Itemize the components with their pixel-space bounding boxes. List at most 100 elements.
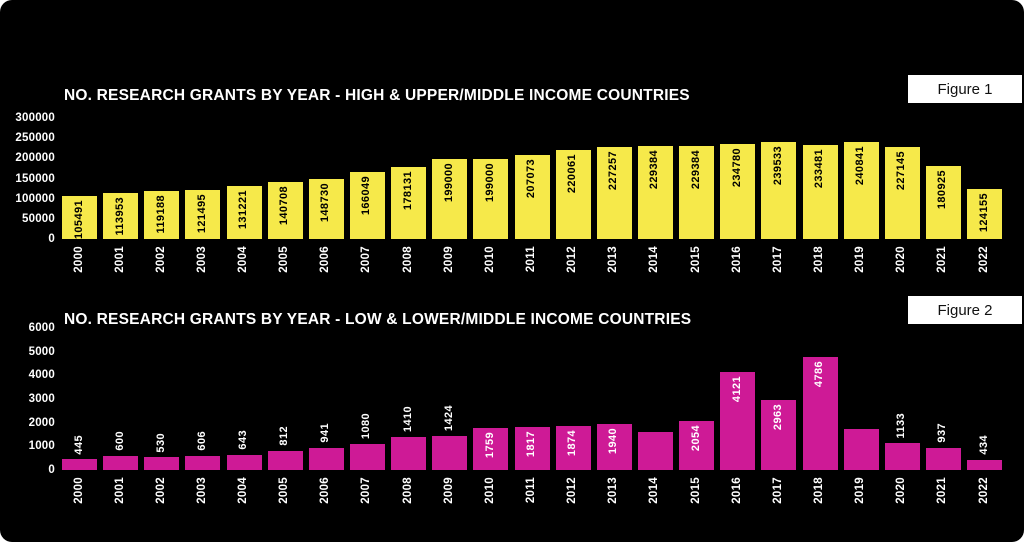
bar-label-2012: 1874 [566,429,579,456]
y-tick-250000: 250000 [15,132,55,145]
figure1-badge: Figure 1 [908,75,1022,103]
x-label-2007: 2007 [360,477,373,504]
bar-2019 [843,428,879,470]
bar-label-2018: 4786 [813,360,826,387]
x-label-2013: 2013 [607,477,620,504]
bar-2010 [473,428,509,470]
bar-label-2006: 941 [319,423,332,443]
y-tick-6000: 6000 [28,322,55,334]
y-tick-150000: 150000 [15,172,55,185]
bar-2007 [349,172,385,239]
bar-label-2001: 600 [113,431,126,451]
y-tick-300000: 300000 [15,112,55,124]
bar-2009 [432,158,468,239]
bar-2007 [349,444,385,470]
bar-2022 [967,188,1003,239]
bar-2003 [185,189,221,239]
figure2-title: NO. RESEARCH GRANTS BY YEAR - LOW & LOWE… [64,311,692,328]
bar-label-2021: 937 [936,423,949,443]
bar-2018 [802,356,838,470]
bar-2011 [514,426,550,470]
x-label-2022: 2022 [977,477,990,504]
x-label-2019: 2019 [854,477,867,504]
bar-2001 [103,455,139,470]
bar-2018 [802,144,838,239]
bar-2002 [144,190,180,239]
bar-2021 [925,447,961,470]
bar-label-2010: 1759 [483,432,496,459]
y-tick-4000: 4000 [28,369,55,382]
bar-2013 [596,424,632,470]
y-tick-2000: 2000 [28,416,55,429]
bar-2013 [596,147,632,239]
bar-label-2002: 530 [154,432,167,453]
bar-2001 [103,193,139,239]
bar-2017 [761,142,797,239]
bar-2009 [432,436,468,470]
x-label-2003: 2003 [195,477,208,504]
bar-2004 [226,186,262,239]
y-tick-1000: 1000 [28,440,55,453]
bar-2002 [144,457,180,470]
x-label-2018: 2018 [813,477,826,504]
bar-label-2013: 1940 [607,428,620,455]
bar-2005 [267,450,303,470]
bar-2020 [884,443,920,470]
figure1-title: NO. RESEARCH GRANTS BY YEAR - HIGH & UPP… [64,87,690,104]
bar-2006 [308,447,344,470]
bar-label-2016: 4121 [730,376,743,403]
bar-2021 [925,166,961,239]
x-label-2009: 2009 [442,477,455,504]
y-tick-3000: 3000 [28,393,55,405]
bar-2000 [62,196,97,239]
x-label-2011: 2011 [525,477,538,504]
bar-label-2022: 434 [977,435,990,455]
x-label-2008: 2008 [401,477,414,504]
bar-2020 [884,147,920,239]
x-label-2012: 2012 [566,477,579,504]
bar-2015 [679,421,715,470]
y-tick-100000: 100000 [15,192,55,205]
x-label-2001: 2001 [113,477,126,504]
y-tick-0: 0 [48,233,55,245]
bar-2016 [720,144,756,239]
bar-2006 [308,179,344,239]
x-label-2010: 2010 [483,477,496,504]
bar-label-2020: 1133 [895,412,908,439]
bar-2017 [761,399,797,470]
bar-2012 [555,425,591,470]
x-label-2021: 2021 [936,477,949,504]
bar-label-2005: 812 [278,426,291,446]
x-label-2005: 2005 [278,477,291,504]
bar-2012 [555,150,591,239]
y-tick-200000: 200000 [15,152,55,165]
bar-label-2004: 643 [237,430,250,450]
bar-2015 [679,146,715,239]
bar-label-2003: 606 [195,431,208,451]
bar-label-2017: 2963 [771,403,784,430]
bar-2014 [637,432,673,470]
bar-2008 [391,436,427,470]
bar-label-2008: 1410 [401,405,414,432]
x-label-2014: 2014 [648,477,661,504]
bar-label-2000: 445 [72,434,85,455]
x-label-2015: 2015 [689,477,702,504]
x-label-2004: 2004 [237,477,250,504]
y-tick-50000: 50000 [22,212,55,225]
x-label-2002: 2002 [154,477,167,504]
bar-2010 [473,158,509,239]
bar-2008 [391,167,427,239]
bar-2022 [967,459,1003,470]
bar-label-2011: 1817 [525,430,538,458]
bar-label-2007: 1080 [360,413,373,440]
bar-2019 [843,141,879,239]
bar-2004 [226,454,262,470]
bar-2016 [720,372,756,470]
x-label-2017: 2017 [771,477,784,504]
bar-2011 [514,155,550,239]
x-label-2020: 2020 [895,477,908,504]
bar-2000 [62,459,97,470]
x-label-2006: 2006 [319,477,332,504]
